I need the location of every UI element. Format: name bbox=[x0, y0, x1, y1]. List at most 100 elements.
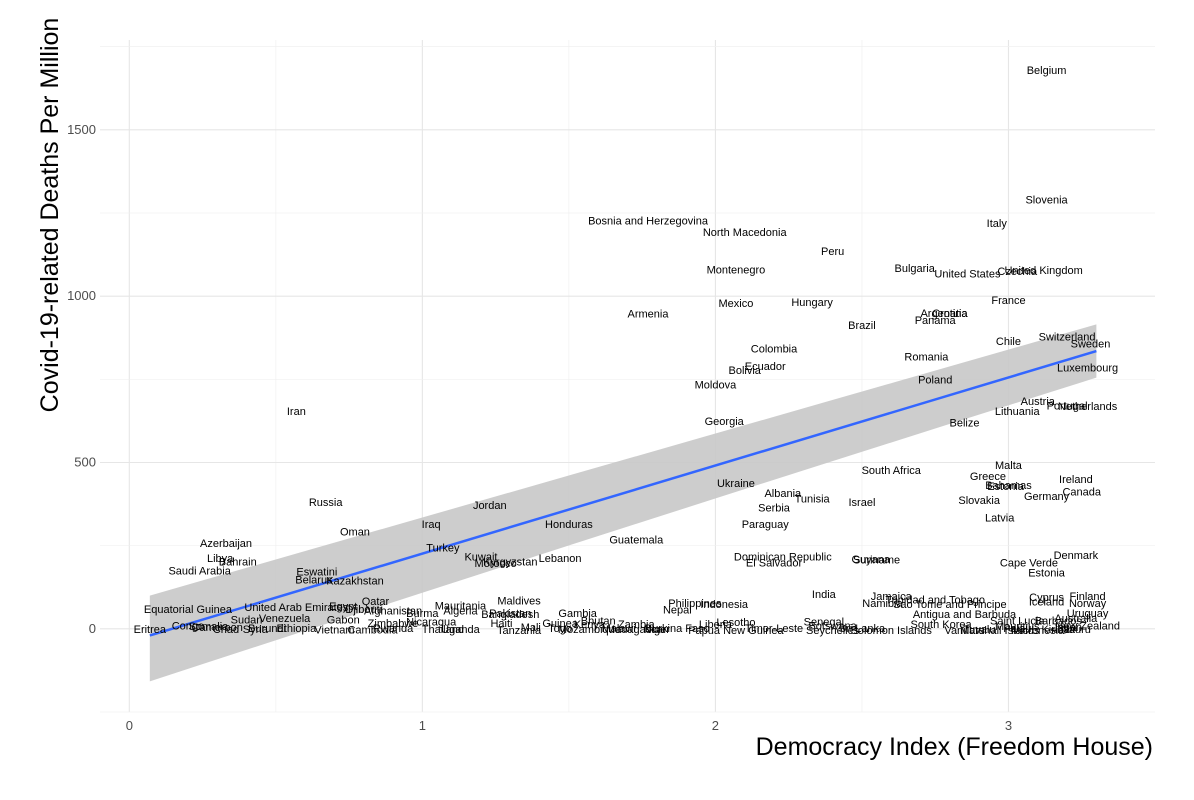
point-label: Argentina bbox=[920, 308, 968, 320]
point-label: Belarus bbox=[295, 575, 333, 587]
point-label: Montenegro bbox=[707, 265, 766, 277]
point-label: Bosnia and Herzegovina bbox=[588, 216, 709, 228]
point-label: Vanuatu bbox=[944, 625, 984, 637]
point-label: Bhutan bbox=[581, 616, 616, 628]
point-label: Kuwait bbox=[464, 551, 497, 563]
point-label: Gabon bbox=[327, 615, 360, 627]
country-labels: Belgium Slovenia Italy Bosnia and Herzegovi… bbox=[134, 65, 1120, 637]
point-label: Venezuela bbox=[259, 613, 311, 625]
point-label: Seychelles bbox=[806, 625, 860, 637]
point-label: Lithuania bbox=[995, 406, 1041, 418]
point-label: Marshall Islands bbox=[960, 625, 1040, 637]
point-label: Slovakia bbox=[958, 495, 1000, 507]
point-label: Finland bbox=[1070, 591, 1106, 603]
confidence-band-area bbox=[149, 324, 1097, 682]
point-label: Lebanon bbox=[539, 553, 582, 565]
point-label: Germany bbox=[1024, 491, 1070, 503]
point-label: Mexico bbox=[719, 298, 754, 310]
point-label: Jordan bbox=[473, 500, 507, 512]
point-label: Belize bbox=[950, 418, 980, 430]
point-label: Pakistan bbox=[489, 608, 531, 620]
point-label: Uruguay bbox=[1067, 608, 1109, 620]
point-label: Guatemala bbox=[609, 535, 664, 547]
point-label: North Macedonia bbox=[703, 227, 788, 239]
point-label: Papua New Guinea bbox=[688, 625, 784, 637]
point-label: Greece bbox=[970, 471, 1006, 483]
point-label: Philippines bbox=[668, 598, 722, 610]
point-label: Indonesia bbox=[700, 599, 749, 611]
point-label: Oman bbox=[340, 527, 370, 539]
point-label: Romania bbox=[904, 352, 949, 364]
point-label: Belgium bbox=[1027, 65, 1067, 77]
point-label: India bbox=[812, 589, 837, 601]
point-label: Somalia bbox=[189, 621, 230, 633]
x-tick-label: 1 bbox=[419, 718, 426, 733]
point-label: Egypt bbox=[329, 601, 357, 613]
point-label: Bangladesh bbox=[481, 609, 539, 621]
point-label: Albania bbox=[764, 488, 802, 500]
point-label: Russia bbox=[309, 497, 344, 509]
point-label: Iraq bbox=[422, 519, 441, 531]
point-label: United Arab Emirates bbox=[244, 602, 348, 614]
x-tick-label: 0 bbox=[126, 718, 133, 733]
point-label: Afghanistan bbox=[364, 606, 422, 618]
point-label: Mozambique bbox=[558, 624, 621, 636]
regression-line bbox=[149, 349, 1097, 637]
point-label: Burundi bbox=[248, 623, 286, 635]
point-label: Nauru bbox=[1061, 624, 1091, 636]
point-label: Saint Lucia bbox=[990, 616, 1045, 628]
point-label: Kyrgyzstan bbox=[483, 556, 537, 568]
point-label: Switzerland bbox=[1039, 332, 1096, 344]
point-label: Moldova bbox=[695, 379, 737, 391]
point-label: El Salvador bbox=[746, 557, 803, 569]
y-tick-label: 1500 bbox=[67, 122, 96, 137]
point-label: Liberia bbox=[699, 619, 733, 631]
point-label: Nicaragua bbox=[406, 617, 457, 629]
point-label: Austria bbox=[1021, 396, 1056, 408]
point-label: Japan bbox=[1052, 622, 1082, 634]
point-label: South Africa bbox=[862, 465, 922, 477]
point-label: Ecuador bbox=[745, 361, 786, 373]
y-axis-title: Covid-19-related Deaths Per Million bbox=[36, 18, 64, 413]
point-label: Bolivia bbox=[729, 365, 762, 377]
point-label: Colombia bbox=[751, 344, 798, 356]
point-label: Bulgaria bbox=[895, 263, 936, 275]
point-label: Georgia bbox=[705, 416, 745, 428]
point-label: Estonia bbox=[987, 481, 1025, 493]
point-label: Croatia bbox=[932, 308, 968, 320]
point-label: Cambodia bbox=[347, 624, 398, 636]
point-label: Tanzania bbox=[497, 625, 542, 637]
point-label: Canada bbox=[1062, 486, 1101, 498]
point-label: Sweden bbox=[1071, 338, 1111, 350]
point-label: Burma bbox=[406, 608, 439, 620]
point-label: Israel bbox=[848, 497, 875, 509]
point-label: Sao Tome and Principe bbox=[893, 599, 1007, 611]
point-label: Lesotho bbox=[716, 617, 755, 629]
point-label: Zimbabwe bbox=[368, 618, 419, 630]
point-label: Peru bbox=[821, 246, 844, 258]
point-label: Slovenia bbox=[1025, 195, 1068, 207]
point-label: Eswatini bbox=[296, 566, 337, 578]
point-label: Kenya bbox=[574, 619, 606, 631]
point-label: Chad bbox=[213, 624, 239, 636]
point-label: Morocco bbox=[475, 558, 517, 570]
point-label: Uganda bbox=[441, 624, 480, 636]
point-label: Congo bbox=[172, 621, 204, 633]
point-label: Serbia bbox=[758, 502, 791, 514]
point-label: Saudi Arabia bbox=[168, 566, 231, 578]
point-label: Kiribati bbox=[1041, 624, 1075, 636]
point-label: Jamaica bbox=[871, 591, 913, 603]
point-label: Ukraine bbox=[717, 478, 755, 490]
point-label: Panama bbox=[915, 315, 957, 327]
point-label: Brazil bbox=[848, 320, 876, 332]
point-label: South Korea bbox=[910, 619, 972, 631]
point-label: Timor-Leste bbox=[745, 623, 803, 635]
point-label: United States bbox=[934, 269, 1001, 281]
point-label: Turkey bbox=[426, 542, 460, 554]
point-label: Botswana bbox=[808, 621, 857, 633]
point-label: Trinidad and Tobago bbox=[885, 595, 985, 607]
point-label: Togo bbox=[548, 623, 572, 635]
point-label: Tunisia bbox=[795, 493, 831, 505]
point-label: Guinea bbox=[542, 618, 578, 630]
